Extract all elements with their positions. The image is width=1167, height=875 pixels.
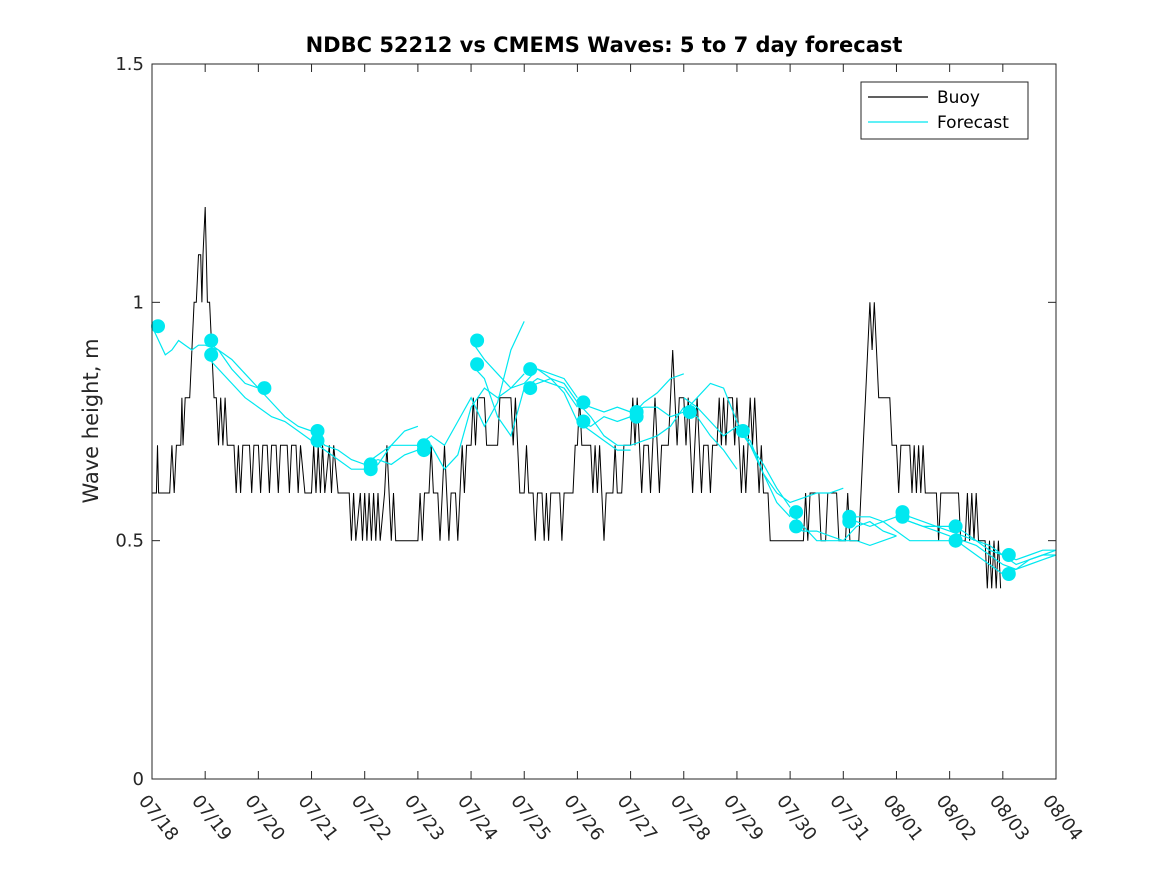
forecast-marker-5 xyxy=(310,433,325,448)
buoy-series xyxy=(152,206,1002,589)
x-tick-label-5: 07/23 xyxy=(400,791,448,845)
y-tick-label-1: 0.5 xyxy=(115,531,144,552)
forecast-marker-14 xyxy=(576,395,591,410)
forecast-line-0 xyxy=(151,325,206,356)
forecast-marker-20 xyxy=(789,505,804,520)
forecast-marker-11 xyxy=(470,357,485,372)
forecast-markers xyxy=(151,319,1016,581)
x-tick-label-15: 08/02 xyxy=(932,791,980,845)
plot-area xyxy=(152,64,1056,779)
x-tick-label-7: 07/25 xyxy=(506,791,554,845)
chart-title: NDBC 52212 vs CMEMS Waves: 5 to 7 day fo… xyxy=(306,33,903,57)
forecast-marker-9 xyxy=(416,443,431,458)
forecast-line-23 xyxy=(896,516,1004,575)
forecast-marker-1 xyxy=(204,333,219,348)
x-tick-label-1: 07/19 xyxy=(187,791,235,845)
forecast-marker-15 xyxy=(576,414,591,429)
forecast-marker-7 xyxy=(363,462,378,477)
forecast-marker-27 xyxy=(948,533,963,548)
forecast-marker-12 xyxy=(523,362,538,377)
forecast-marker-25 xyxy=(895,509,910,524)
forecast-marker-0 xyxy=(151,319,165,334)
forecast-line-6 xyxy=(364,321,525,465)
x-tick-label-17: 08/04 xyxy=(1038,791,1086,845)
forecast-marker-21 xyxy=(789,519,804,534)
forecast-marker-3 xyxy=(257,381,272,396)
x-tick-label-14: 08/01 xyxy=(879,791,927,845)
x-tick-label-8: 07/26 xyxy=(559,791,607,845)
x-tick-label-11: 07/29 xyxy=(719,791,767,845)
x-tick-label-3: 07/21 xyxy=(294,791,342,845)
forecast-marker-18 xyxy=(682,405,697,419)
forecast-line-16 xyxy=(683,397,791,518)
forecast-line-17 xyxy=(736,430,844,504)
y-axis-label: Wave height, m xyxy=(79,338,103,503)
forecast-line-19 xyxy=(789,525,897,547)
x-tick-label-10: 07/28 xyxy=(666,791,714,845)
x-tick-label-16: 08/03 xyxy=(985,791,1033,845)
forecast-line-21 xyxy=(843,516,950,542)
forecast-marker-23 xyxy=(842,514,857,529)
y-axis: 0 0.5 1 1.5 xyxy=(115,54,1056,790)
forecast-marker-28 xyxy=(1001,548,1016,562)
y-tick-label-3: 1.5 xyxy=(115,54,144,75)
x-tick-label-13: 07/31 xyxy=(825,791,873,845)
forecast-line-3 xyxy=(204,344,259,389)
legend-entry-forecast: Forecast xyxy=(937,113,1009,133)
x-tick-label-4: 07/22 xyxy=(347,791,395,845)
buoy-line xyxy=(152,206,1002,589)
y-tick-label-2: 1 xyxy=(133,292,144,313)
legend: Buoy Forecast xyxy=(860,81,1029,140)
x-tick-label-0: 07/18 xyxy=(134,791,182,845)
forecast-line-22 xyxy=(896,511,1004,556)
forecast-marker-17 xyxy=(629,409,644,424)
forecast-marker-26 xyxy=(948,519,963,534)
legend-box xyxy=(860,81,1029,140)
forecast-marker-29 xyxy=(1001,567,1016,581)
x-tick-label-6: 07/24 xyxy=(453,791,501,845)
x-tick-label-12: 07/30 xyxy=(772,791,820,845)
y-tick-label-0: 0 xyxy=(133,769,144,790)
x-tick-label-2: 07/20 xyxy=(240,791,288,845)
forecast-marker-13 xyxy=(523,381,538,396)
forecast-line-7 xyxy=(417,373,525,471)
forecast-marker-10 xyxy=(470,333,485,348)
forecast-line-2 xyxy=(204,354,312,442)
x-tick-label-9: 07/27 xyxy=(613,791,661,845)
forecast-marker-19 xyxy=(735,424,750,438)
forecast-line-15 xyxy=(683,382,791,508)
forecast-marker-2 xyxy=(204,347,219,362)
legend-entry-buoy: Buoy xyxy=(937,88,980,108)
plot-frame xyxy=(151,63,1057,780)
forecast-line-8 xyxy=(470,340,578,399)
